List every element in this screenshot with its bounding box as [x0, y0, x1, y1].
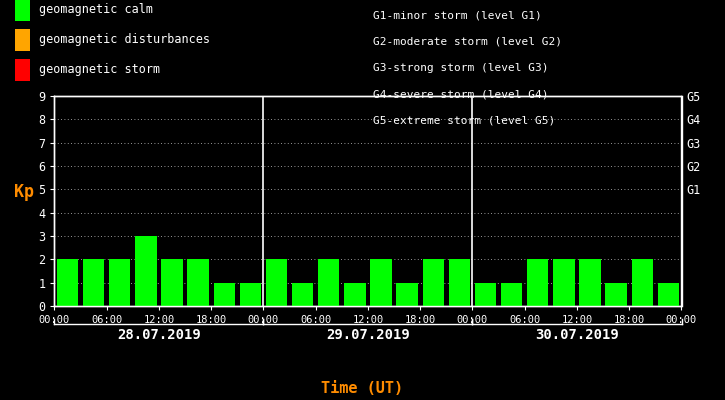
Bar [631, 259, 653, 306]
Text: 29.07.2019: 29.07.2019 [326, 328, 410, 342]
Text: G5-extreme storm (level G5): G5-extreme storm (level G5) [373, 116, 555, 126]
Text: G3-strong storm (level G3): G3-strong storm (level G3) [373, 63, 549, 73]
Bar [449, 259, 470, 306]
Bar [213, 283, 235, 306]
Bar [109, 259, 130, 306]
Text: 28.07.2019: 28.07.2019 [117, 328, 201, 342]
Bar [501, 283, 523, 306]
Bar [475, 283, 496, 306]
Text: geomagnetic calm: geomagnetic calm [39, 4, 153, 16]
Text: G4-severe storm (level G4): G4-severe storm (level G4) [373, 89, 549, 99]
Bar [57, 259, 78, 306]
Text: 30.07.2019: 30.07.2019 [535, 328, 619, 342]
Bar [344, 283, 365, 306]
Bar [553, 259, 575, 306]
Bar [135, 236, 157, 306]
Text: geomagnetic disturbances: geomagnetic disturbances [39, 34, 210, 46]
Bar [240, 283, 261, 306]
Bar [292, 283, 313, 306]
Text: G1-minor storm (level G1): G1-minor storm (level G1) [373, 10, 542, 20]
Bar [605, 283, 627, 306]
Bar [83, 259, 104, 306]
Text: geomagnetic storm: geomagnetic storm [39, 64, 160, 76]
Bar [579, 259, 601, 306]
Y-axis label: Kp: Kp [14, 183, 34, 201]
Bar [423, 259, 444, 306]
Bar [370, 259, 392, 306]
Text: G2-moderate storm (level G2): G2-moderate storm (level G2) [373, 36, 563, 46]
Bar [658, 283, 679, 306]
Bar [527, 259, 549, 306]
Bar [397, 283, 418, 306]
Text: Time (UT): Time (UT) [321, 381, 404, 396]
Bar [187, 259, 209, 306]
Bar [266, 259, 287, 306]
Bar [318, 259, 339, 306]
Bar [161, 259, 183, 306]
